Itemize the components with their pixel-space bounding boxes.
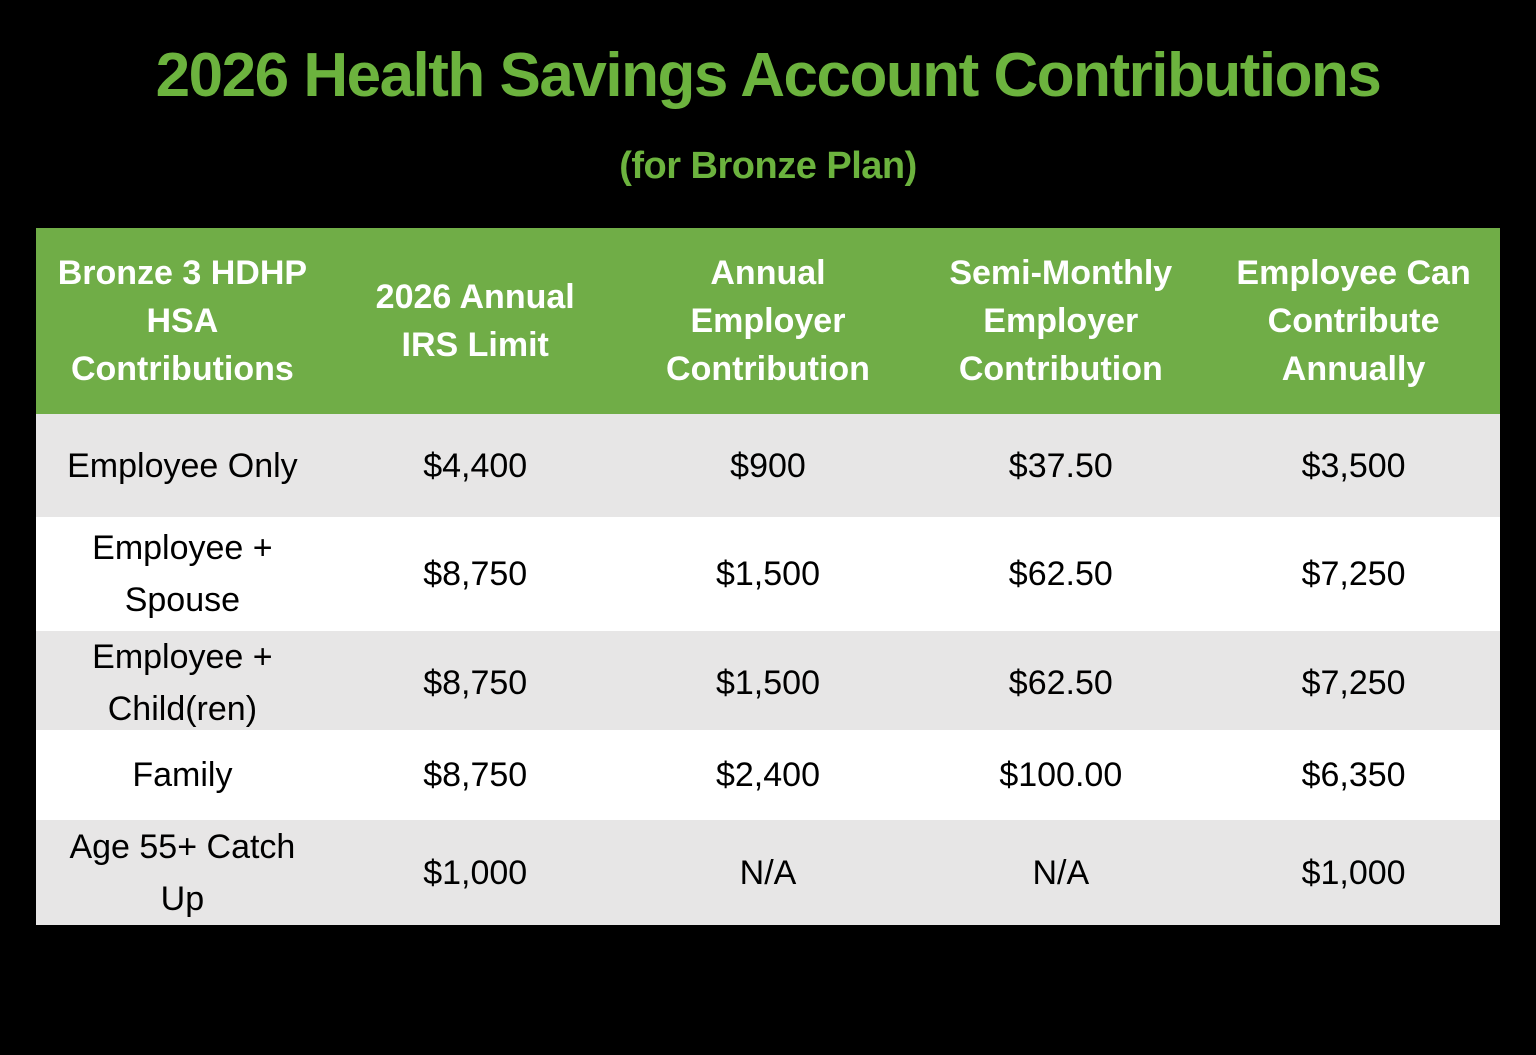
cell-value: $62.50 [1008, 555, 1113, 593]
cell-value: $900 [730, 446, 806, 485]
cell-value: $1,000 [423, 853, 528, 892]
table-row-employee-only: Employee Only $4,400 $900 $37.50 $3,500 [36, 414, 1500, 517]
table-row-family: Family $8,750 $2,400 $100.00 $6,350 [36, 730, 1500, 820]
cell-value: $37.50 [1008, 446, 1113, 485]
page-title: 2026 Health Savings Account Contribution… [155, 41, 1382, 110]
row-label: Age 55+ Catch Up [69, 827, 296, 918]
page-subtitle: (for Bronze Plan) [619, 145, 917, 187]
cell-value: $7,250 [1301, 664, 1406, 702]
column-header-employee-contribution: Employee Can Contribute Annually [1236, 254, 1471, 388]
cell-value: $1,000 [1301, 853, 1406, 892]
column-header-annual-employer: Annual Employer Contribution [666, 254, 870, 388]
hsa-contributions-table: Bronze 3 HDHP HSA Contributions 2026 Ann… [36, 228, 1500, 925]
cell-value: $8,750 [423, 555, 528, 593]
table-row-employee-children: Employee + Child(ren) $8,750 $1,500 $62.… [36, 631, 1500, 730]
table-header-row: Bronze 3 HDHP HSA Contributions 2026 Ann… [36, 228, 1500, 414]
table-row-employee-spouse: Employee + Spouse $8,750 $1,500 $62.50 $… [36, 517, 1500, 631]
column-header-semimonthly-employer: Semi-Monthly Employer Contribution [949, 254, 1173, 388]
row-label: Employee Only [67, 446, 298, 485]
cell-value: $3,500 [1301, 446, 1406, 485]
table-row-catchup: Age 55+ Catch Up $1,000 N/A N/A $1,000 [36, 820, 1500, 925]
cell-value: $8,750 [423, 664, 528, 702]
cell-value: $1,500 [715, 555, 820, 593]
cell-value: N/A [1032, 853, 1090, 892]
row-label: Employee + Spouse [92, 529, 273, 619]
column-header-plan-tier: Bronze 3 HDHP HSA Contributions [57, 254, 308, 388]
cell-value: $8,750 [423, 756, 528, 794]
cell-value: $62.50 [1008, 664, 1113, 702]
cell-value: N/A [739, 853, 797, 892]
column-header-irs-limit: 2026 Annual IRS Limit [375, 278, 575, 364]
cell-value: $4,400 [423, 446, 528, 485]
cell-value: $2,400 [715, 756, 820, 794]
row-label: Employee + Child(ren) [92, 638, 273, 728]
cell-value: $6,350 [1301, 756, 1406, 794]
cell-value: $7,250 [1301, 555, 1406, 593]
cell-value: $100.00 [999, 756, 1123, 794]
cell-value: $1,500 [715, 664, 820, 702]
row-label: Family [132, 756, 233, 794]
